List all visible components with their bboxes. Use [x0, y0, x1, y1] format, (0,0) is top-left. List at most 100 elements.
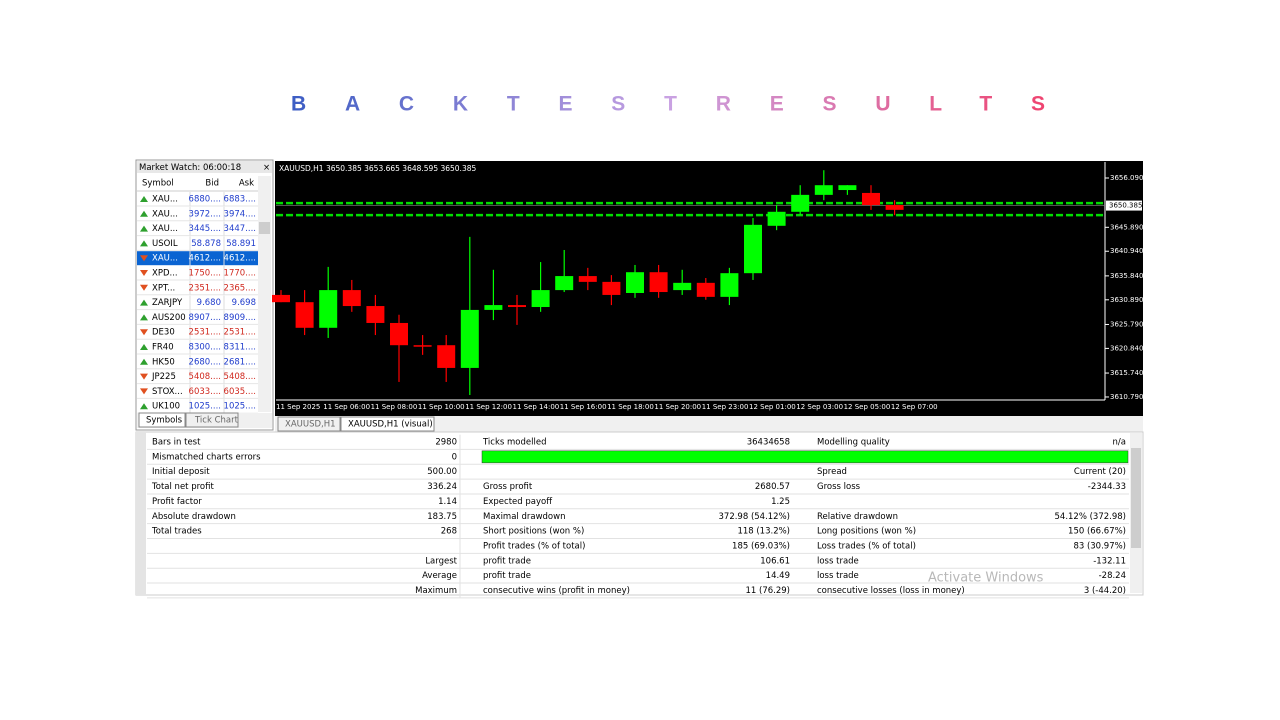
trend-icon — [140, 314, 148, 321]
candle-body — [885, 205, 904, 210]
symbol[interactable]: ZARJPY — [152, 298, 183, 308]
symbol[interactable]: JP225 — [151, 372, 176, 382]
report-cell: 185 (69.03%) — [732, 541, 790, 551]
candle-body — [390, 322, 408, 346]
candle-body — [791, 194, 810, 212]
bid: 2531.... — [189, 328, 221, 338]
trend-icon — [140, 344, 148, 350]
column-header: Bid — [205, 179, 219, 189]
symbol[interactable]: UK100 — [152, 402, 180, 412]
report-cell: 1.25 — [771, 497, 790, 507]
chart-tab-label[interactable]: XAUUSD,H1 (visual) — [348, 420, 433, 430]
symbol[interactable]: USOIL — [152, 239, 178, 249]
report-cell: 3 (-44.20) — [1084, 586, 1126, 596]
y-tick-label: 3630.890 — [1110, 296, 1143, 304]
candle-body — [673, 282, 692, 291]
report-scroll-thumb[interactable] — [1131, 448, 1141, 548]
candle-body — [814, 185, 833, 195]
trend-icon — [140, 225, 148, 232]
candle-body — [484, 305, 503, 310]
x-tick-label: 12 Sep 01:00 — [749, 403, 796, 411]
report-cell: Ticks modelled — [482, 438, 546, 448]
chart-tab-label[interactable]: XAUUSD,H1 — [285, 420, 336, 430]
report-cell: 500.00 — [427, 467, 457, 477]
selected-row[interactable] — [137, 251, 258, 266]
bid: 6033.... — [189, 387, 221, 397]
symbol[interactable]: XPD... — [152, 269, 178, 279]
report-cell: 54.12% (372.98) — [1055, 512, 1127, 522]
tester-strip — [136, 432, 146, 595]
symbol[interactable]: XAU... — [152, 209, 178, 219]
report-cell: Loss trades (% of total) — [817, 541, 916, 551]
report-cell: 36434658 — [747, 438, 790, 448]
report-cell: 83 (30.97%) — [1073, 541, 1126, 551]
bid: 2680.... — [189, 357, 221, 367]
trend-icon — [140, 196, 148, 202]
symbol[interactable]: XAU... — [152, 254, 178, 264]
symbol[interactable]: DE30 — [152, 328, 175, 338]
report-cell: 0 — [452, 452, 457, 462]
scrollbar[interactable] — [258, 176, 271, 412]
bid: 6880.... — [189, 195, 221, 205]
current-price-box — [1106, 200, 1142, 211]
chart-tab[interactable] — [340, 416, 435, 432]
x-tick-label: 12 Sep 03:00 — [796, 403, 843, 411]
bid: 1750.... — [189, 269, 221, 279]
candle-body — [862, 192, 880, 206]
trend-icon — [140, 403, 148, 410]
symbol[interactable]: XAU... — [152, 195, 178, 205]
modelling-quality-bar — [481, 450, 1129, 464]
report-cell: 183.75 — [427, 512, 457, 522]
candle-body — [626, 272, 644, 293]
bid: 9.680 — [197, 298, 221, 308]
bid: 8907.... — [189, 313, 221, 323]
ask: 3974.... — [224, 209, 256, 219]
tab-label[interactable]: Tick Chart — [194, 416, 239, 426]
close-button[interactable]: × — [263, 163, 270, 173]
report-cell: Total net profit — [151, 482, 214, 492]
y-tick-label: 3615.740 — [1110, 369, 1143, 377]
candle-body — [342, 290, 361, 307]
x-tick-label: 11 Sep 10:00 — [418, 403, 465, 411]
symbol[interactable]: HK50 — [152, 357, 175, 367]
scroll-thumb[interactable] — [259, 222, 270, 234]
tab[interactable] — [138, 412, 186, 428]
chart-tabbar — [275, 416, 1143, 432]
trend-icon — [140, 240, 148, 247]
candle-body — [696, 282, 715, 297]
report-cell: 2980 — [435, 438, 457, 448]
report-cell: consecutive wins (profit in money) — [483, 586, 630, 596]
symbol[interactable]: AUS200 — [152, 313, 186, 323]
x-tick-label: 11 Sep 12:00 — [465, 403, 512, 411]
symbol[interactable]: STOX... — [152, 387, 183, 397]
candle-body — [720, 273, 739, 297]
y-tick-label: 3625.790 — [1110, 320, 1143, 328]
x-tick-label: 11 Sep 16:00 — [560, 403, 607, 411]
report-cell: Initial deposit — [152, 467, 210, 477]
candle-body — [272, 294, 290, 303]
x-tick-label: 12 Sep 05:00 — [844, 403, 891, 411]
ask: 2365.... — [224, 283, 256, 293]
report-cell: Profit factor — [152, 497, 202, 507]
report-cell: Absolute drawdown — [152, 512, 236, 522]
symbol[interactable]: FR40 — [152, 343, 174, 353]
x-tick-label: 11 Sep 06:00 — [323, 403, 370, 411]
ask: 5408.... — [224, 372, 256, 382]
report-cell: Total trades — [151, 527, 202, 537]
report-cell: n/a — [1113, 438, 1126, 448]
candle-body — [319, 290, 338, 328]
x-tick-label: 11 Sep 20:00 — [654, 403, 701, 411]
ask: 9.698 — [232, 298, 256, 308]
symbol[interactable]: XPT... — [152, 283, 175, 293]
report-cell: Maximum — [415, 586, 457, 596]
tab[interactable] — [185, 412, 239, 428]
ask: 2531.... — [224, 328, 256, 338]
tab-label[interactable]: Symbols — [146, 416, 183, 426]
report-cell: 150 (66.67%) — [1068, 527, 1126, 537]
symbol[interactable]: XAU... — [152, 224, 178, 234]
os-watermark: Activate Windows — [928, 571, 1044, 586]
bid: 3972.... — [189, 209, 221, 219]
chart-tab[interactable] — [277, 416, 341, 432]
